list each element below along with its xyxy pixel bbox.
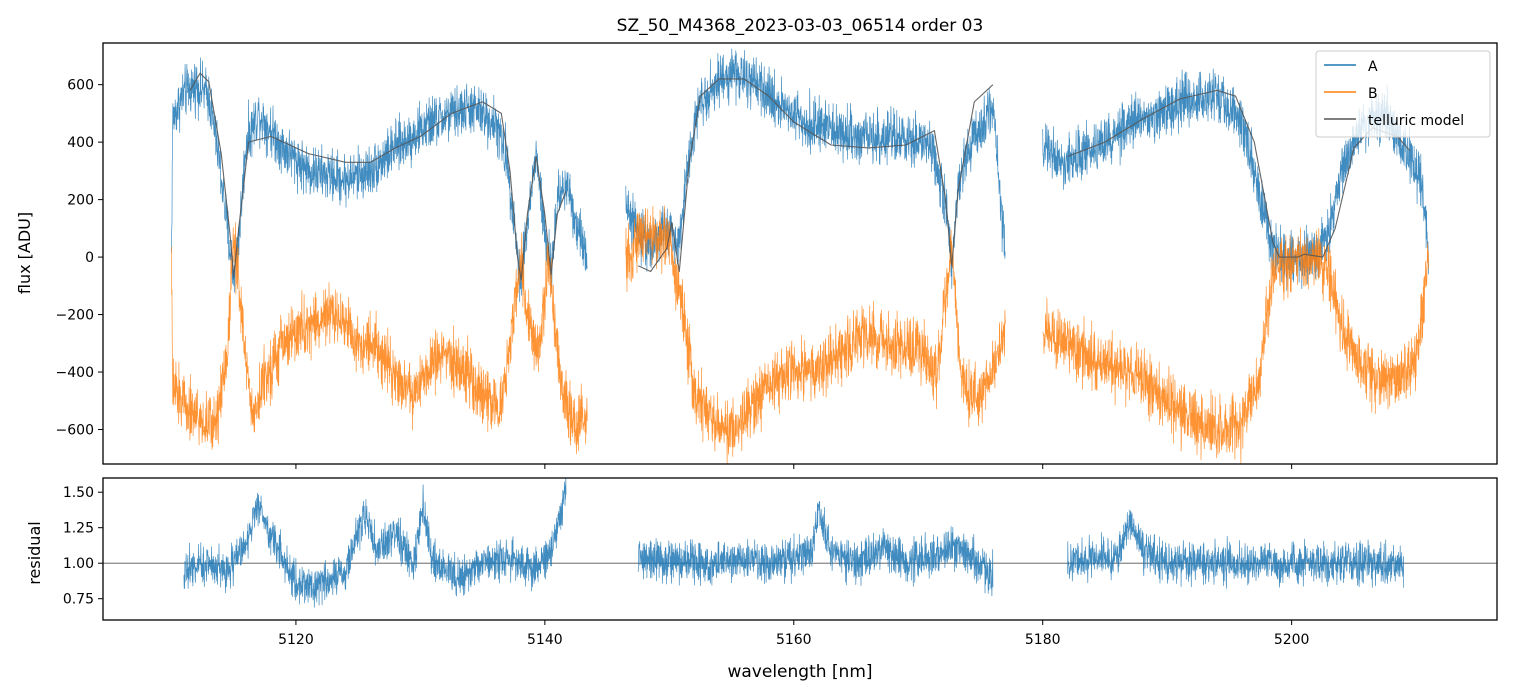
series-line-telluric-model-segment-1 xyxy=(189,72,567,281)
y-tick-label: 1.25 xyxy=(63,521,94,537)
y-tick-label: 0 xyxy=(85,250,94,266)
top-axes-frame xyxy=(102,42,1498,465)
legend-label-a: A xyxy=(1368,59,1378,75)
x-tick-label: 5180 xyxy=(1025,632,1061,648)
y-tick-label: 1.00 xyxy=(63,556,94,572)
x-axis-label: wavelength [nm] xyxy=(727,662,872,682)
y-tick-label: 0.75 xyxy=(63,592,94,608)
series-line-b-segment-2 xyxy=(625,205,1006,464)
series-line-telluric-model-segment-2 xyxy=(637,78,994,273)
top-y-axis: −600 −400 −200 0 200 400 600 xyxy=(56,78,103,439)
bottom-panel: 0.75 1.00 1.25 1.50 5120 5140 5160 5180 5200 re… xyxy=(25,477,1498,682)
series-line-a-segment-2 xyxy=(625,48,1006,289)
top-panel: SZ_50_M4368_2023-03-03_06514 order 03 −6… xyxy=(15,16,1498,469)
bottom-axes-frame xyxy=(102,477,1498,621)
series-line-b-segment-1 xyxy=(171,222,588,455)
bottom-y-axis: 0.75 1.00 1.25 1.50 xyxy=(63,485,103,608)
legend-label-telluric: telluric model xyxy=(1368,113,1464,129)
bottom-x-axis: 5120 5140 5160 5180 5200 xyxy=(278,620,1309,648)
series-line-a-segment-1 xyxy=(171,57,588,303)
top-y-axis-label: flux [ADU] xyxy=(15,212,34,294)
series-line-residual-segment-3 xyxy=(1067,509,1405,589)
y-tick-label: −200 xyxy=(56,308,94,324)
x-tick-label: 5200 xyxy=(1274,632,1310,648)
y-tick-label: 600 xyxy=(67,78,94,94)
x-tick-label: 5160 xyxy=(776,632,812,648)
legend: A B telluric model xyxy=(1315,50,1491,138)
y-tick-label: −400 xyxy=(56,365,94,381)
y-tick-label: 200 xyxy=(67,193,94,209)
series-line-telluric-model-segment-3 xyxy=(1067,89,1411,258)
top-plot-area xyxy=(171,48,1429,464)
series-line-b-segment-3 xyxy=(1042,227,1429,464)
series-line-residual-segment-1 xyxy=(183,478,567,608)
series-line-residual-segment-2 xyxy=(637,501,994,597)
y-tick-label: −600 xyxy=(56,423,94,439)
y-tick-label: 400 xyxy=(67,135,94,151)
y-tick-label: 1.50 xyxy=(63,485,94,501)
chart-title: SZ_50_M4368_2023-03-03_06514 order 03 xyxy=(617,16,984,36)
legend-box xyxy=(1315,50,1491,138)
legend-label-b: B xyxy=(1368,86,1378,102)
bottom-y-axis-label: residual xyxy=(25,521,44,584)
x-tick-label: 5140 xyxy=(527,632,563,648)
x-tick-label: 5120 xyxy=(278,632,314,648)
top-x-ticks xyxy=(295,464,1293,469)
bottom-plot-area xyxy=(103,478,1497,608)
